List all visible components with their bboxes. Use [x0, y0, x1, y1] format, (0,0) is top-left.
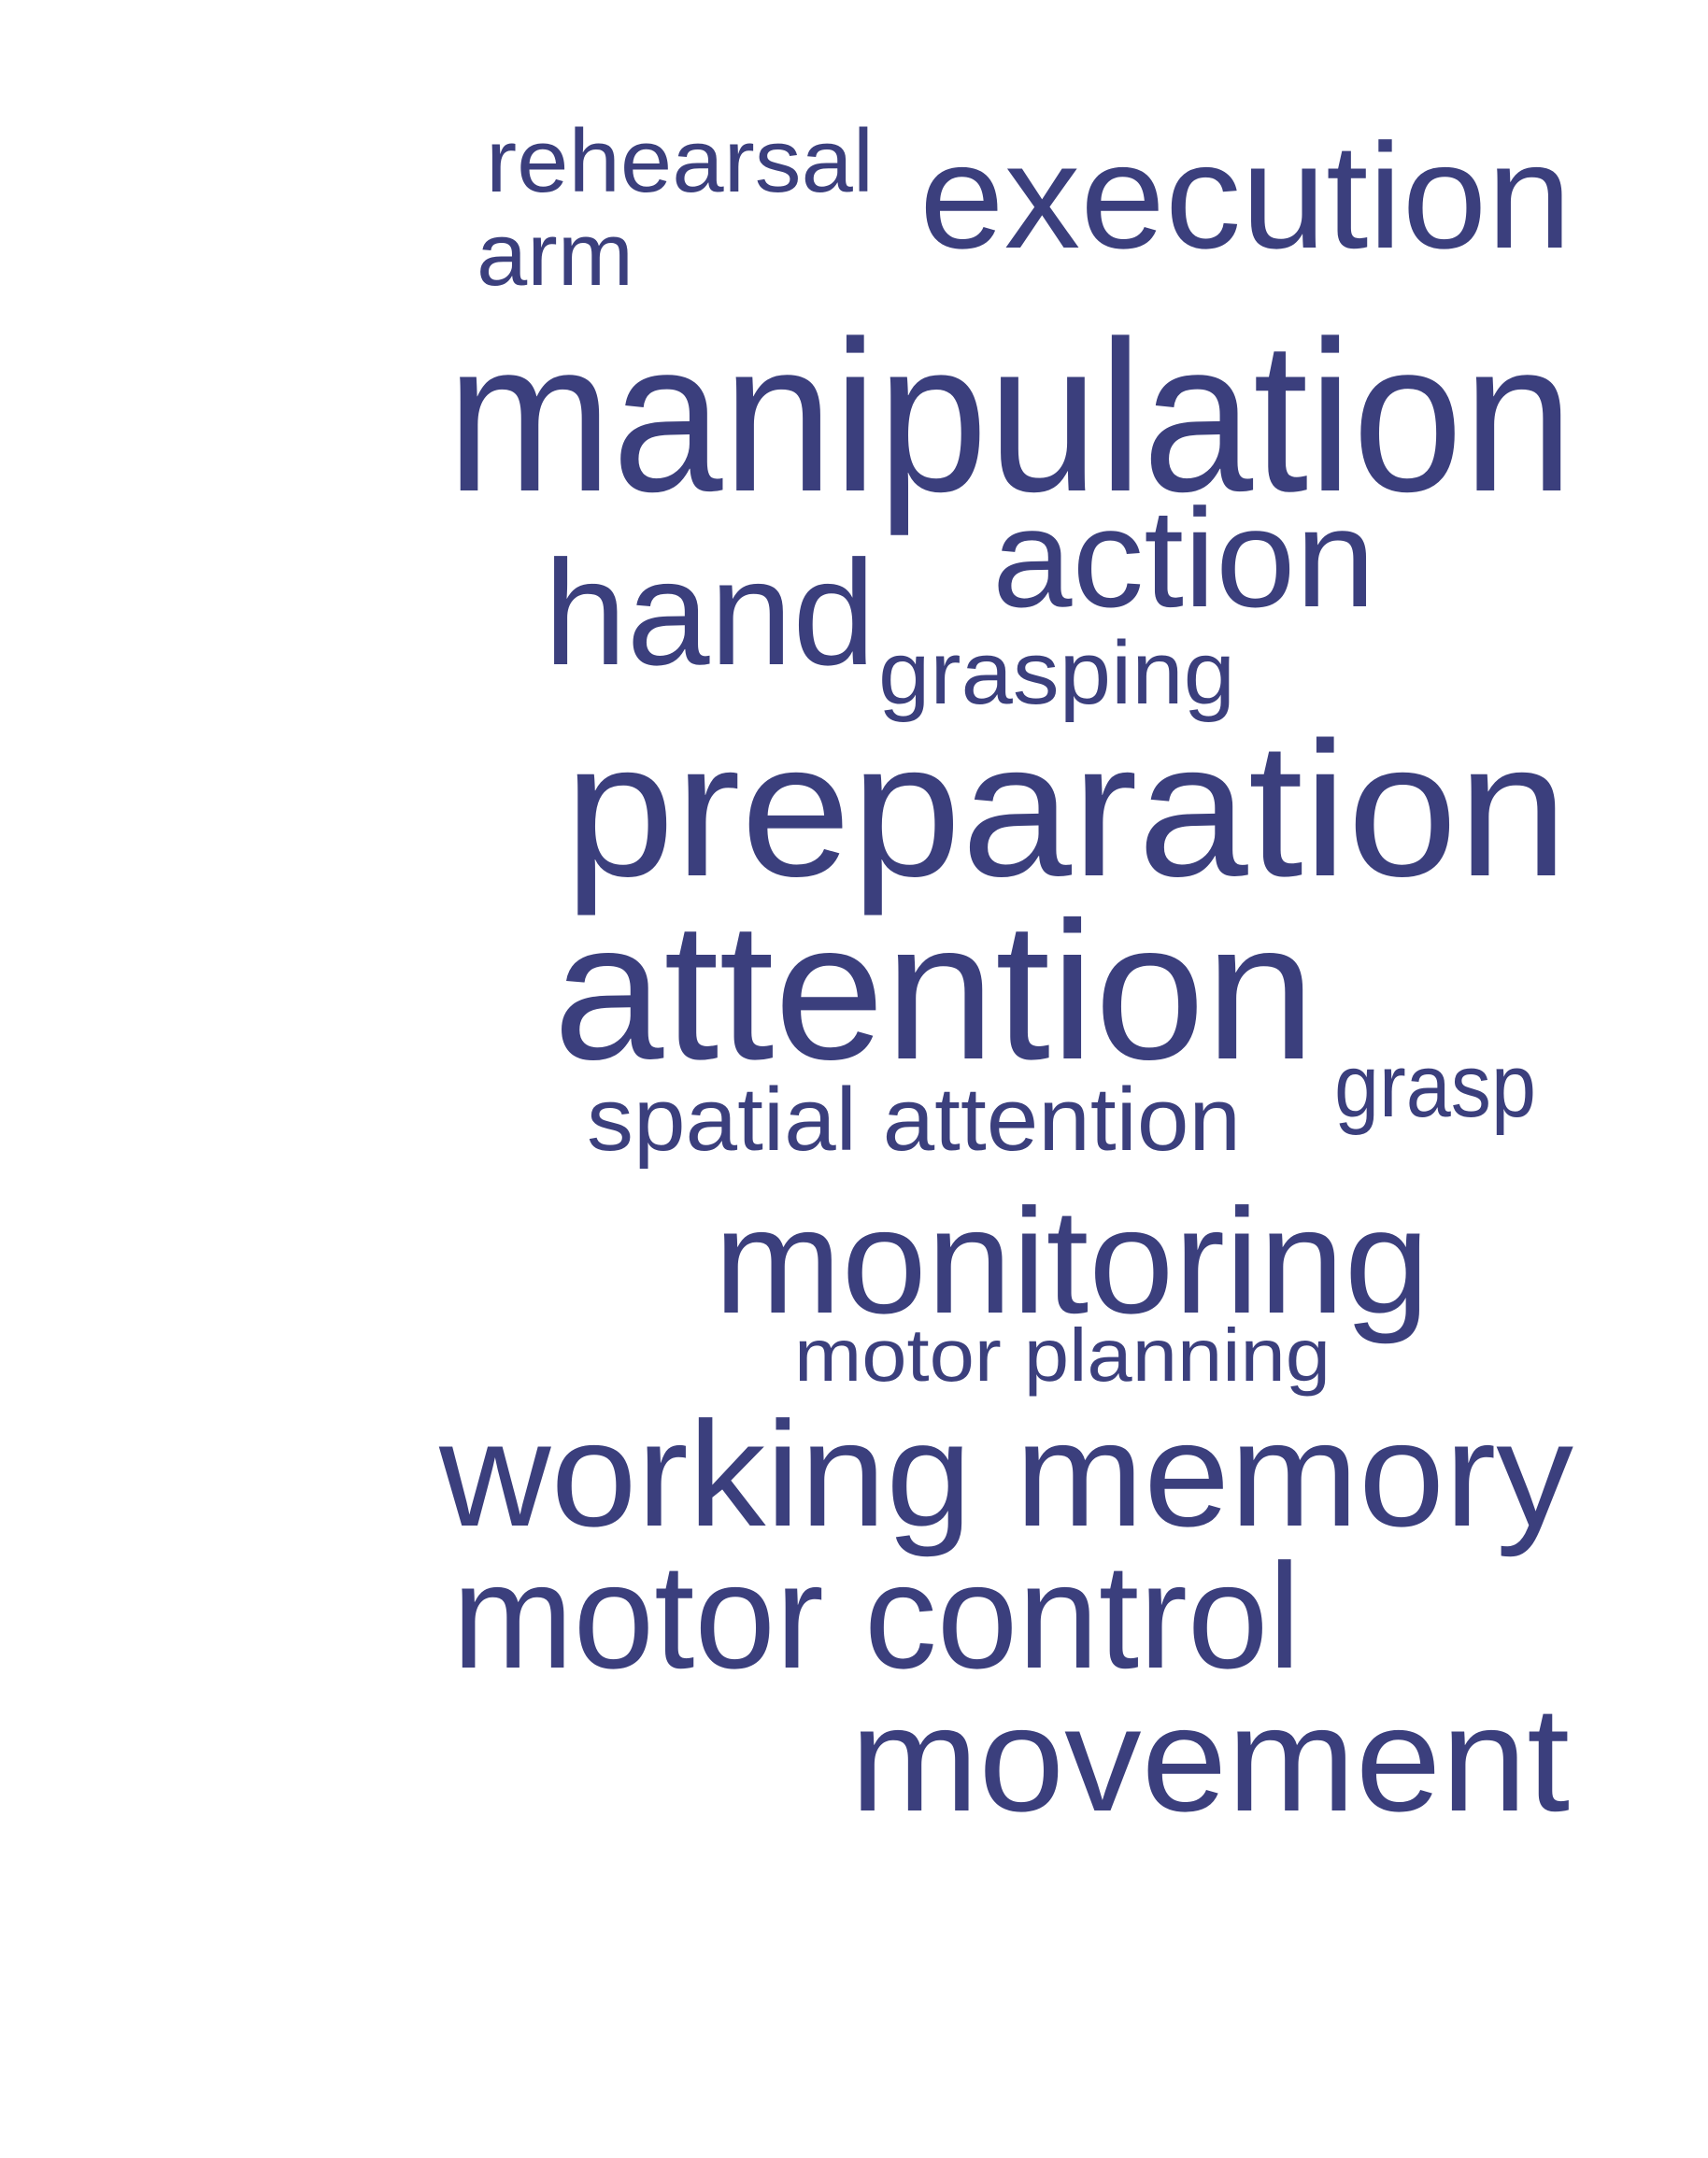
word-movement: movement [850, 1674, 1571, 1842]
word-working-memory: working memory [439, 1389, 1573, 1557]
word-motor-planning: motor planning [794, 1313, 1331, 1397]
word-hand: hand [544, 528, 876, 696]
word-grasp: grasp [1334, 1035, 1537, 1136]
word-grasping: grasping [878, 622, 1235, 723]
word-arm: arm [477, 204, 634, 305]
word-manipulation: manipulation [447, 296, 1573, 537]
word-attention: attention [553, 881, 1316, 1101]
word-action: action [992, 478, 1376, 636]
word-monitoring: monitoring [714, 1176, 1430, 1344]
word-rehearsal: rehearsal [486, 110, 874, 211]
word-spatial-attention: spatial attention [587, 1069, 1241, 1170]
word-execution: execution [919, 111, 1573, 279]
word-motor-control: motor control [452, 1531, 1301, 1699]
word-preparation: preparation [564, 702, 1569, 916]
